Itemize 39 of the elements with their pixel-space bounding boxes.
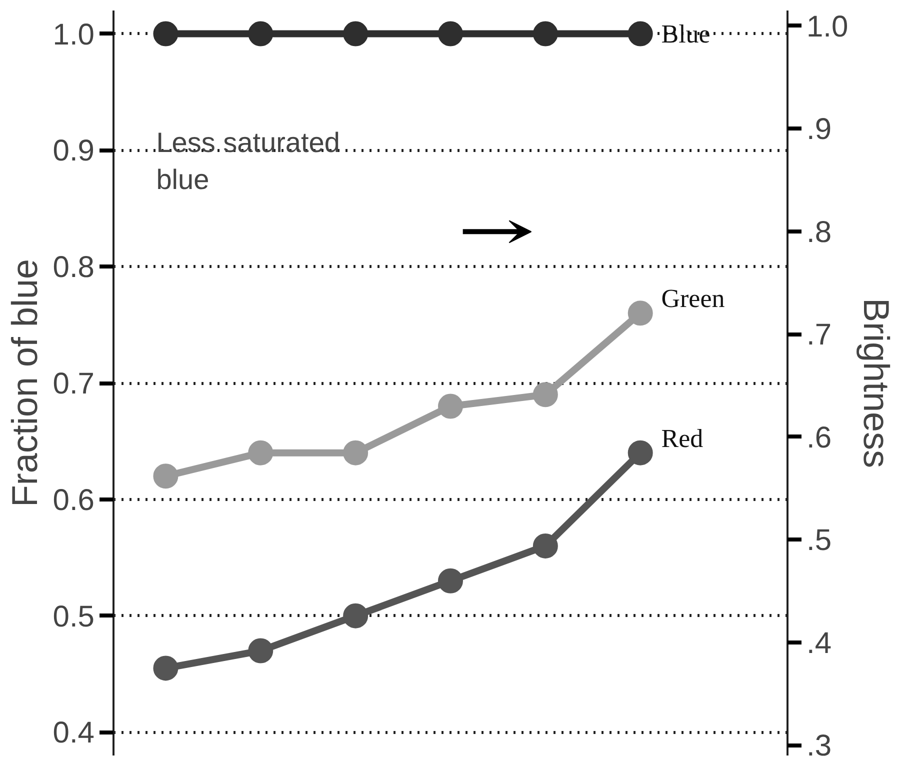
- y2-tick-label: .3: [806, 730, 832, 763]
- point: [628, 21, 653, 46]
- point: [248, 440, 274, 466]
- y2-tick-label: .8: [806, 216, 832, 249]
- y-tick-label: 0.8: [52, 251, 95, 284]
- point: [343, 603, 368, 628]
- y-tick-label: 0.7: [52, 368, 95, 400]
- annotation: Less saturated blue: [156, 126, 340, 196]
- point: [153, 656, 178, 681]
- y-tick-label: 0.6: [52, 484, 95, 517]
- y2-axis-title: Brightness: [856, 298, 898, 468]
- y2-tick-label: .4: [806, 626, 832, 660]
- point: [532, 21, 558, 46]
- point: [248, 638, 274, 664]
- point: [343, 21, 368, 46]
- series-label: Blue: [661, 19, 710, 48]
- y2-tick-label: 1.0: [806, 10, 848, 44]
- point: [438, 21, 463, 46]
- y2-tick-label: .7: [806, 318, 832, 352]
- y2-tick-label: .5: [806, 524, 832, 558]
- point: [438, 568, 463, 594]
- point: [628, 440, 653, 466]
- point: [248, 21, 274, 46]
- point: [532, 533, 558, 558]
- y-tick-label: 1.0: [52, 18, 95, 52]
- point: [153, 464, 178, 489]
- point: [343, 440, 368, 466]
- point: [438, 394, 463, 419]
- series-label: Red: [661, 424, 704, 453]
- point: [628, 300, 653, 326]
- y-tick-label: 0.9: [52, 134, 95, 168]
- y-tick-label: 0.4: [52, 716, 95, 750]
- point: [153, 21, 178, 46]
- point: [532, 382, 558, 408]
- y-axis-title: Fraction of blue: [4, 258, 45, 508]
- y2-tick-label: .6: [806, 421, 832, 454]
- y-tick-label: 0.5: [52, 600, 95, 634]
- series-label: Green: [661, 284, 725, 314]
- y2-tick-label: .9: [806, 113, 832, 146]
